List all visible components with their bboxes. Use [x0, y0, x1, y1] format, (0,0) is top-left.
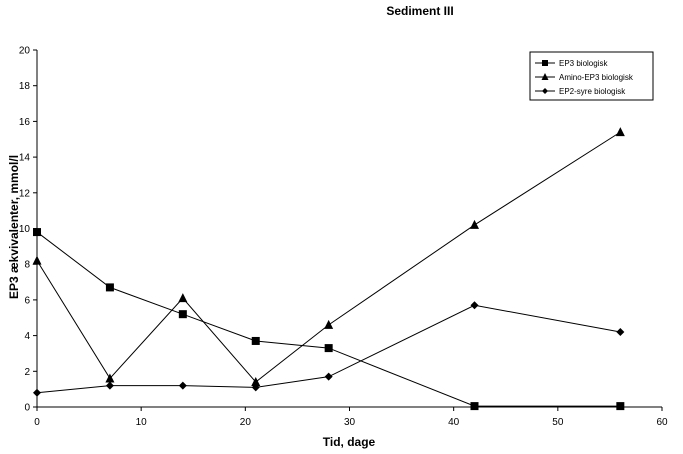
legend-label: EP3 biologisk: [559, 59, 608, 68]
legend-entry: EP3 biologisk: [535, 59, 608, 68]
diamond-point: [470, 301, 479, 310]
x-tick-label: 50: [552, 417, 564, 428]
x-axis-ticks: 0 10 20 30 40 50 60: [34, 407, 668, 428]
y-tick-label: 20: [19, 46, 31, 57]
legend-items: EP3 biologisk Amino-EP3 biologisk EP2-syre…: [535, 59, 634, 96]
diamond-point: [251, 383, 260, 392]
square-point: [251, 336, 260, 345]
x-tick-label: 40: [448, 417, 460, 428]
legend-square-marker: [542, 60, 548, 66]
x-axis-title: Tid, dage: [323, 435, 376, 449]
y-tick-label: 0: [24, 403, 30, 414]
y-tick-label: 2: [24, 367, 30, 378]
x-tick-label: 60: [656, 417, 668, 428]
y-axis-title: EP3 ækvivalenter, mmol/l: [7, 155, 21, 299]
square-point: [470, 402, 479, 411]
legend-diamond-marker: [542, 88, 548, 94]
square-point: [178, 310, 187, 319]
series-diamond: [33, 301, 625, 397]
y-tick-label: 8: [24, 260, 30, 271]
y-tick-label: 12: [19, 188, 31, 199]
y-tick-label: 6: [24, 295, 30, 306]
x-tick-label: 0: [34, 417, 40, 428]
diamond-point: [324, 372, 333, 381]
legend: EP3 biologisk Amino-EP3 biologisk EP2-syre…: [529, 51, 654, 101]
triangle-point: [105, 373, 115, 383]
series-square: [33, 228, 625, 411]
legend-label: EP2-syre biologisk: [559, 87, 626, 96]
diamond-point: [616, 328, 625, 337]
y-tick-label: 10: [19, 224, 31, 235]
triangle-point: [178, 293, 188, 303]
square-point: [324, 344, 333, 353]
series-triangle: [32, 127, 625, 387]
legend-box: [529, 51, 654, 101]
legend-entry: Amino-EP3 biologisk: [535, 73, 634, 82]
legend-entry: EP2-syre biologisk: [535, 87, 626, 96]
legend-label: Amino-EP3 biologisk: [559, 73, 634, 82]
chart-title: Sediment III: [386, 4, 453, 18]
triangle-point: [470, 219, 479, 229]
square-point: [616, 402, 625, 411]
x-tick-label: 10: [136, 417, 148, 428]
x-tick-label: 30: [344, 417, 356, 428]
triangle-point: [32, 255, 42, 265]
legend-triangle-marker: [541, 73, 549, 80]
y-tick-label: 16: [19, 117, 31, 128]
triangle-point: [251, 377, 261, 387]
diamond-point: [178, 381, 187, 390]
diamond-point: [33, 388, 41, 397]
x-tick-label: 20: [240, 417, 252, 428]
y-tick-label: 14: [19, 153, 31, 164]
triangle-point: [324, 319, 334, 329]
y-axis-ticks: 0 2 4 6 8 10 12 14 16 18 20: [19, 46, 37, 414]
y-tick-label: 18: [19, 81, 31, 92]
plot-area: [32, 127, 625, 411]
triangle-point: [615, 127, 625, 137]
square-point: [33, 228, 41, 237]
square-point: [105, 283, 114, 292]
y-tick-label: 4: [24, 331, 30, 342]
diamond-point: [105, 381, 114, 390]
